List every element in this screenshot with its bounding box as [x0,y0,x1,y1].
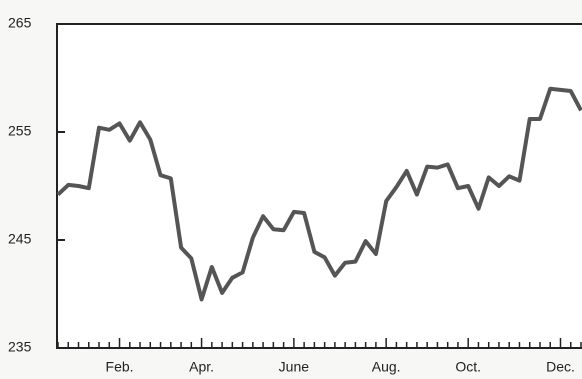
x-tick-label: Dec. [546,359,575,375]
x-tick-label: Apr. [189,359,214,375]
x-tick-label: Oct. [455,359,481,375]
y-tick-label: 255 [8,123,32,139]
y-tick-label: 265 [8,15,32,31]
y-tick-label: 235 [8,339,32,355]
y-tick-label: 245 [8,231,32,247]
plot-frame [56,23,582,349]
x-tick-label: June [279,359,310,375]
x-tick-label: Feb. [106,359,134,375]
x-tick-label: Aug. [372,359,401,375]
data-line [56,86,582,302]
